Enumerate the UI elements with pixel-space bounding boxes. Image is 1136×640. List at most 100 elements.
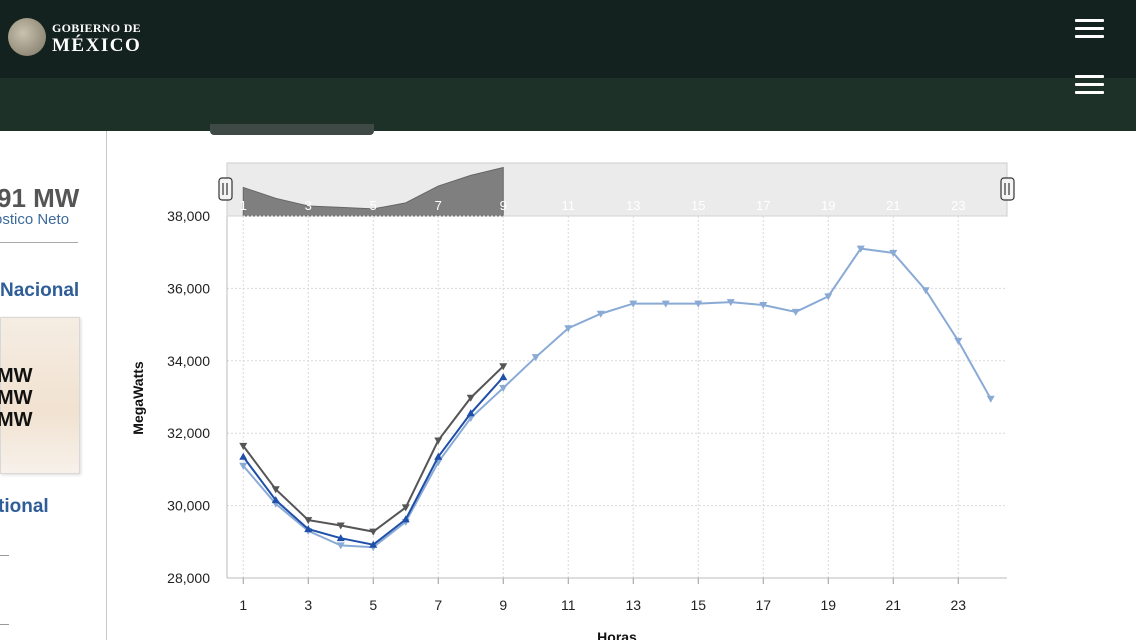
x-tick-label: 9 bbox=[499, 597, 507, 613]
top-header-bar bbox=[0, 0, 1136, 78]
navigator-tick-label: 17 bbox=[756, 198, 770, 213]
series-marker bbox=[954, 337, 963, 345]
x-tick-label: 5 bbox=[369, 597, 377, 613]
navigator-handle-body[interactable] bbox=[218, 177, 233, 201]
series-marker bbox=[336, 542, 345, 550]
y-tick-label: 28,000 bbox=[167, 570, 210, 586]
brand-line-2: MÉXICO bbox=[52, 35, 142, 56]
left-summary-panel: 91 MW óstico Neto Nacional MW MW MW tion… bbox=[0, 131, 106, 640]
card-line-1: MW bbox=[0, 365, 33, 387]
brand-line-1: GOBIERNO DE bbox=[52, 21, 141, 35]
y-tick-label: 32,000 bbox=[167, 425, 210, 441]
series-marker bbox=[466, 409, 475, 417]
navigator-tick-label: 3 bbox=[305, 198, 312, 213]
navigator-tick-label: 1 bbox=[240, 198, 247, 213]
demand-value: 91 MW bbox=[0, 183, 80, 213]
navigator-tick-label: 21 bbox=[886, 198, 900, 213]
x-axis-title: Horas bbox=[597, 629, 637, 640]
series-marker bbox=[791, 308, 800, 316]
series-marker bbox=[726, 299, 735, 307]
hamburger-menu-icon[interactable] bbox=[1075, 19, 1104, 39]
series-marker bbox=[759, 302, 768, 310]
section-title-tional[interactable]: tional bbox=[0, 496, 49, 517]
navigator-handle-body[interactable] bbox=[1000, 177, 1015, 201]
series-marker bbox=[889, 249, 898, 257]
chart-series bbox=[239, 245, 995, 552]
series-marker bbox=[239, 442, 248, 450]
y-tick-label: 30,000 bbox=[167, 498, 210, 514]
x-tick-label: 15 bbox=[690, 597, 706, 613]
y-tick-label: 34,000 bbox=[167, 353, 210, 369]
x-tick-label: 1 bbox=[239, 597, 247, 613]
series-marker bbox=[239, 462, 248, 470]
x-tick-label: 13 bbox=[625, 597, 641, 613]
mexico-seal-logo-icon[interactable] bbox=[8, 18, 46, 56]
series-marker bbox=[531, 354, 540, 362]
series-marker bbox=[434, 452, 443, 460]
range-navigator[interactable]: 1 3 5 7 9 11 13 15 17 19 21 23 bbox=[218, 162, 1015, 217]
series-marker bbox=[336, 522, 345, 530]
chart-grid bbox=[227, 215, 1007, 579]
series-marker bbox=[499, 384, 508, 392]
series-marker bbox=[466, 394, 475, 402]
section-title-nacional[interactable]: Nacional bbox=[0, 280, 80, 301]
x-tick-label: 7 bbox=[434, 597, 442, 613]
series-marker bbox=[694, 300, 703, 308]
divider bbox=[0, 624, 9, 625]
series-marker bbox=[304, 517, 313, 525]
navigator-tick-label: 5 bbox=[370, 198, 377, 213]
series-marker bbox=[661, 300, 670, 308]
series-marker bbox=[369, 540, 378, 548]
series-marker bbox=[434, 437, 443, 445]
x-tick-label: 17 bbox=[755, 597, 771, 613]
series-marker bbox=[986, 395, 995, 403]
x-tick-label: 21 bbox=[885, 597, 901, 613]
series-line bbox=[242, 247, 992, 549]
navigator-tick-label: 15 bbox=[691, 198, 705, 213]
secondary-hamburger-menu-icon[interactable] bbox=[1075, 75, 1104, 95]
series-marker bbox=[304, 525, 313, 533]
demand-value-label: óstico Neto bbox=[0, 211, 70, 228]
selector-tab[interactable] bbox=[210, 124, 374, 135]
card-line-2: MW bbox=[0, 387, 33, 409]
series-marker bbox=[856, 245, 865, 253]
series-marker bbox=[336, 534, 345, 542]
panel-divider bbox=[106, 131, 107, 640]
navigator-tick-label: 9 bbox=[500, 198, 507, 213]
y-axis-title: MegaWatts bbox=[130, 361, 146, 435]
navigator-tick-label: 23 bbox=[951, 198, 965, 213]
card-line-3: MW bbox=[0, 409, 33, 431]
x-tick-label: 19 bbox=[820, 597, 836, 613]
divider bbox=[0, 555, 9, 556]
series-marker bbox=[629, 300, 638, 308]
navigator-tick-label: 11 bbox=[562, 198, 576, 213]
series-marker bbox=[271, 496, 280, 504]
gobierno-de-mexico-logo[interactable]: GOBIERNO DE MÉXICO bbox=[52, 22, 141, 55]
x-tick-label: 3 bbox=[304, 597, 312, 613]
series-marker bbox=[499, 373, 508, 381]
series-marker bbox=[564, 325, 573, 333]
series-marker bbox=[401, 504, 410, 512]
x-tick-label: 11 bbox=[561, 597, 576, 613]
series-marker bbox=[239, 452, 248, 460]
series-marker bbox=[271, 486, 280, 494]
series-marker bbox=[824, 293, 833, 301]
navigator-handle[interactable] bbox=[218, 177, 233, 201]
series-marker bbox=[596, 310, 605, 318]
navigator-tick-label: 7 bbox=[435, 198, 442, 213]
summary-card: MW MW MW bbox=[0, 317, 80, 474]
y-tick-label: 38,000 bbox=[167, 208, 210, 224]
series-marker bbox=[499, 363, 508, 371]
navigator-handle[interactable] bbox=[1000, 177, 1015, 201]
x-tick-label: 23 bbox=[950, 597, 966, 613]
secondary-nav-bar bbox=[0, 78, 1136, 131]
series-marker bbox=[921, 287, 930, 295]
y-tick-label: 36,000 bbox=[167, 280, 210, 296]
divider bbox=[0, 242, 78, 243]
navigator-tick-label: 13 bbox=[626, 198, 640, 213]
navigator-tick-label: 19 bbox=[821, 198, 835, 213]
series-marker bbox=[369, 528, 378, 536]
series-marker bbox=[401, 515, 410, 523]
